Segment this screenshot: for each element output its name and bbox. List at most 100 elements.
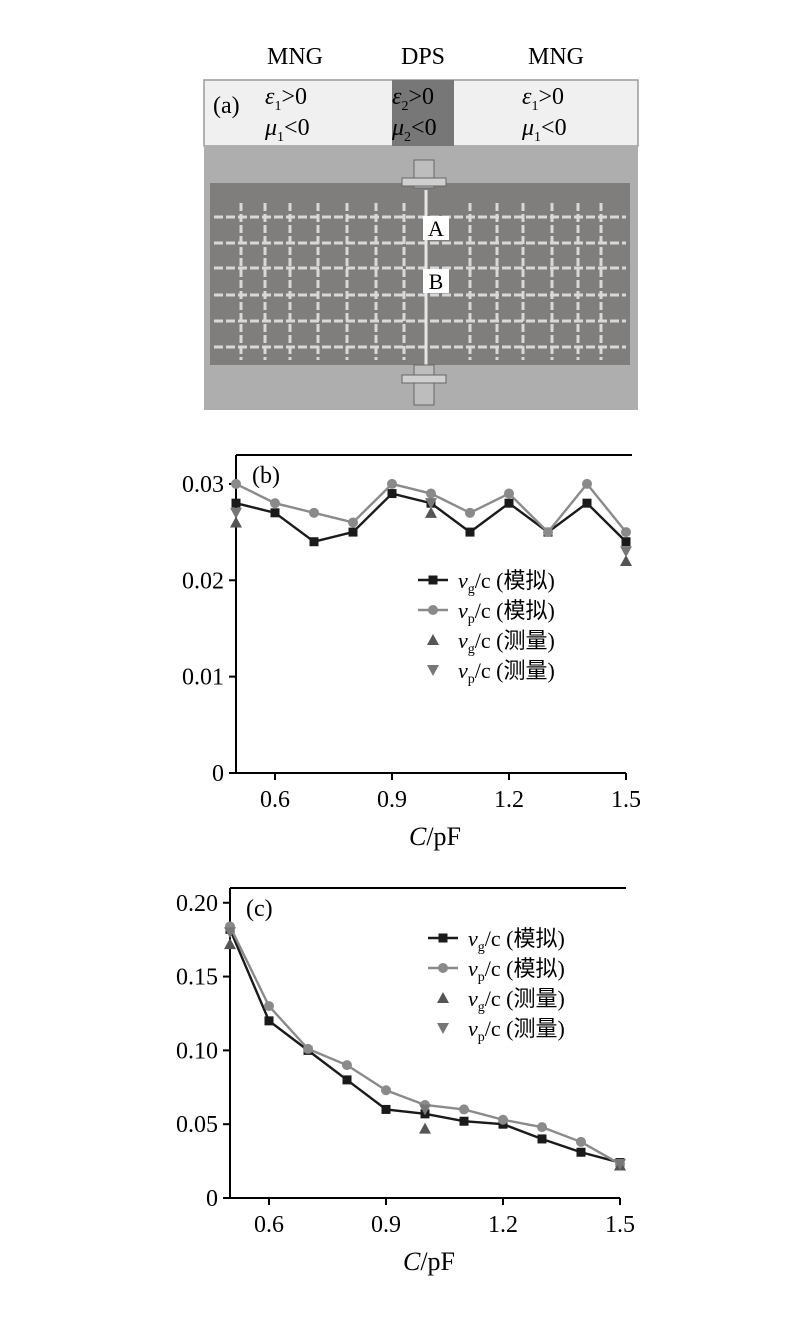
legend-label-3: vp/c (测量) (458, 658, 555, 687)
series-3 (224, 927, 626, 1171)
series-0-point-8 (537, 1134, 547, 1144)
legend-marker-0 (438, 933, 448, 943)
x-tick-label-3: 1.5 (611, 787, 641, 813)
series-1 (231, 478, 631, 538)
x-tick-label-0: 0.6 (254, 1212, 284, 1238)
series-3 (230, 498, 632, 558)
y-tick-label-1: 0.01 (182, 665, 224, 691)
x-tick-label-0: 0.6 (260, 787, 290, 813)
series-2-point-2 (620, 555, 632, 566)
legend-label-3: vp/c (测量) (468, 1016, 565, 1045)
legend-label-2: vg/c (测量) (468, 986, 565, 1015)
series-3-point-2 (614, 1159, 626, 1171)
series-0-point-3 (342, 1075, 352, 1085)
mid-mu-condition: μ2<0 (391, 115, 437, 145)
series-2-point-1 (419, 1122, 431, 1134)
series-0-point-3 (348, 527, 358, 537)
series-1-point-8 (543, 527, 553, 538)
left-eps-condition: ε1>0 (265, 84, 307, 114)
series-2-point-1 (425, 506, 437, 518)
series-1-point-9 (576, 1136, 586, 1147)
series-0-point-0 (231, 498, 241, 508)
top-connector-flange (401, 177, 447, 187)
chart-b: 0.6 0.9 1.2 1.5 0 0.01 0.02 0.03 (b) C/pF vg/c (模拟… (182, 454, 641, 851)
legend-marker-1 (428, 605, 438, 615)
header-left-name: MNG (267, 44, 323, 70)
right-eps-condition: ε1>0 (522, 84, 564, 114)
legend-marker-0 (428, 575, 438, 585)
series-1-point-2 (303, 1043, 313, 1054)
x-axis-label: C/pF (409, 822, 461, 851)
series-1-point-8 (537, 1122, 547, 1133)
header-right-name: MNG (528, 44, 584, 70)
legend-label-2: vg/c (测量) (458, 628, 555, 657)
y-tick-label-4: 0.20 (176, 891, 218, 917)
series-0-point-7 (504, 498, 514, 508)
series-1-point-6 (459, 1104, 469, 1115)
y-tick-label-3: 0.15 (176, 965, 218, 991)
series-3-point-2 (620, 546, 632, 558)
series-1-point-3 (342, 1060, 352, 1071)
legend-label-1: vp/c (模拟) (458, 598, 555, 627)
panel-label: (c) (246, 896, 273, 922)
left-mu-condition: μ1<0 (264, 115, 310, 145)
series-1-point-9 (582, 478, 592, 489)
series-1-point-5 (426, 488, 436, 499)
legend-label-1: vp/c (模拟) (468, 956, 565, 985)
panel-a-label: (a) (213, 93, 240, 119)
series-3-point-1 (419, 1104, 431, 1116)
x-tick-label-2: 1.2 (488, 1212, 518, 1238)
series-0-point-9 (582, 498, 592, 508)
y-tick-label-3: 0.03 (182, 472, 224, 498)
legend-marker-2 (437, 992, 449, 1003)
panel-a-photo: MNG DPS MNG (a) ε1>0 μ1<0 ε2>0 μ2<0 ε1>0… (203, 44, 639, 410)
legend-marker-3 (437, 1023, 449, 1034)
right-mu-condition: μ1<0 (521, 115, 567, 145)
y-tick-label-1: 0.05 (176, 1112, 218, 1138)
series-2 (230, 506, 632, 566)
series-3-point-1 (425, 498, 437, 510)
x-tick-label-3: 1.5 (605, 1212, 635, 1238)
series-1-point-1 (270, 498, 280, 509)
marker-b: B (429, 269, 444, 294)
series-0-point-4 (387, 489, 397, 499)
series-3-point-0 (224, 927, 236, 939)
series-1-point-7 (504, 488, 514, 499)
series-1-point-1 (264, 1001, 274, 1012)
bottom-connector (413, 364, 435, 406)
wire-grid (214, 190, 626, 365)
legend-marker-1 (438, 963, 448, 973)
series-0-point-6 (459, 1116, 469, 1126)
series-1-point-6 (465, 507, 475, 518)
legend-label-0: vg/c (模拟) (468, 926, 565, 955)
series-0-point-10 (621, 537, 631, 547)
header-mid-name: DPS (401, 44, 445, 70)
bottom-connector-flange (401, 374, 447, 384)
series-1-point-4 (381, 1085, 391, 1096)
y-tick-label-0: 0 (206, 1186, 218, 1212)
series-0-point-6 (465, 527, 475, 537)
marker-a-box (423, 216, 449, 240)
legend-label-0: vg/c (模拟) (458, 568, 555, 597)
legend: vg/c (模拟)vp/c (模拟)vg/c (测量)vp/c (测量) (418, 568, 555, 687)
series-0-point-9 (576, 1147, 586, 1157)
chart-c: 0.6 0.9 1.2 1.5 0 0.05 0.10 0.15 0.20 (c) C/pF vg/c… (176, 887, 635, 1276)
legend: vg/c (模拟)vp/c (模拟)vg/c (测量)vp/c (测量) (428, 926, 565, 1045)
y-tick-label-2: 0.02 (182, 568, 224, 594)
series-0-point-1 (270, 508, 280, 518)
series-0-point-1 (264, 1016, 274, 1026)
series-2-point-0 (230, 516, 242, 528)
series-1-point-4 (387, 478, 397, 489)
series-1-point-2 (309, 507, 319, 518)
series-0-point-4 (381, 1104, 391, 1114)
x-tick-label-2: 1.2 (494, 787, 524, 813)
dps-band (392, 80, 454, 146)
panel-label: (b) (252, 463, 280, 489)
series-1-point-10 (621, 527, 631, 538)
series-0-point-2 (309, 537, 319, 547)
y-tick-label-0: 0 (212, 761, 224, 787)
legend-marker-2 (427, 634, 439, 645)
circuit-board (210, 183, 630, 365)
legend-marker-3 (427, 665, 439, 676)
x-axis-label: C/pF (403, 1247, 455, 1276)
